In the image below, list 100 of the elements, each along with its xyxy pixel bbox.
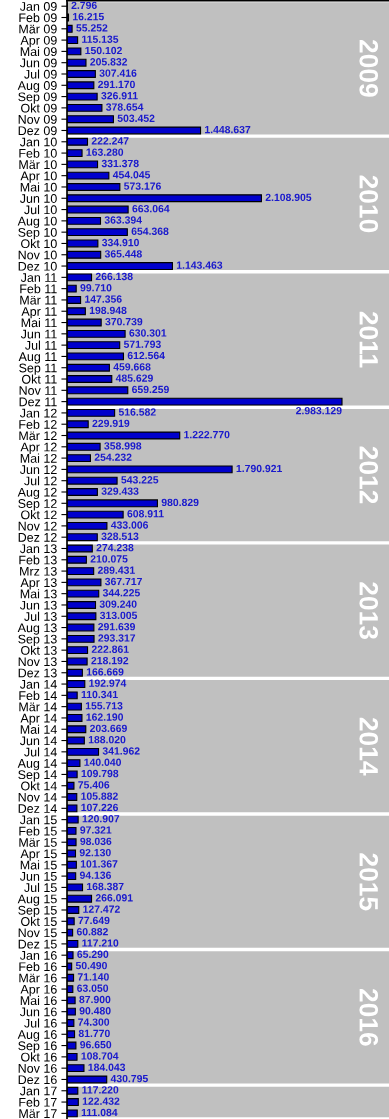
data-label: 122.432 bbox=[82, 1097, 120, 1105]
data-label: 222.861 bbox=[91, 645, 129, 653]
data-label: 608.911 bbox=[127, 510, 164, 518]
y-tick-label: Mär 11 bbox=[20, 295, 57, 305]
band-label: 2016 bbox=[359, 988, 379, 1046]
data-label: 630.301 bbox=[129, 329, 167, 337]
y-tick-label: Feb 15 bbox=[19, 826, 57, 836]
data-label: 110.341 bbox=[81, 690, 118, 699]
data-label: 293.317 bbox=[98, 634, 136, 642]
band-label: 2014 bbox=[359, 717, 379, 776]
data-label: 433.006 bbox=[110, 521, 149, 529]
y-tick-label: Okt 14 bbox=[21, 781, 57, 791]
data-label: 218.192 bbox=[91, 656, 129, 665]
y-tick-label: Sep 16 bbox=[18, 1041, 57, 1053]
data-label: 328.513 bbox=[101, 532, 139, 540]
data-label: 326.911 bbox=[101, 92, 138, 100]
data-label: 367.717 bbox=[105, 577, 142, 586]
y-tick-label: Okt 12 bbox=[21, 510, 57, 520]
y-tick-label: Mär 17 bbox=[19, 1109, 57, 1118]
data-label: 291.170 bbox=[98, 80, 135, 89]
data-label: 198.948 bbox=[89, 306, 127, 315]
y-tick-label: Nov 13 bbox=[18, 657, 57, 667]
y-tick-label: Jan 09 bbox=[19, 2, 57, 11]
y-tick-label: Mai 11 bbox=[21, 318, 57, 328]
y-tick-label: Aug 12 bbox=[17, 487, 57, 500]
y-tick-label: Dez 10 bbox=[18, 261, 57, 271]
y-tick-label: Mär 14 bbox=[19, 702, 57, 712]
y-tick-label: Nov 09 bbox=[18, 114, 57, 124]
y-tick-label: Dez 12 bbox=[18, 532, 57, 542]
y-tick-label: Nov 10 bbox=[18, 250, 57, 260]
y-tick-label: Sep 14 bbox=[18, 770, 57, 782]
data-label: 659.259 bbox=[132, 385, 169, 394]
data-label: 188.020 bbox=[88, 735, 126, 744]
data-label: 378.654 bbox=[106, 103, 144, 111]
data-label: 108.704 bbox=[81, 1052, 119, 1060]
y-tick-label: Sep 11 bbox=[19, 363, 57, 375]
y-tick-label: Feb 16 bbox=[19, 961, 57, 972]
y-tick-label: Sep 09 bbox=[18, 92, 57, 104]
data-label: 184.043 bbox=[88, 1063, 126, 1071]
data-label: 334.910 bbox=[101, 238, 139, 247]
data-label: 163.280 bbox=[86, 148, 124, 156]
band-label: 2010 bbox=[359, 175, 379, 233]
y-tick-label: Apr 13 bbox=[20, 578, 57, 590]
y-tick-label: Feb 10 bbox=[19, 148, 57, 158]
y-tick-label: Feb 17 bbox=[19, 1097, 57, 1107]
y-tick-label: Mai 10 bbox=[20, 182, 57, 192]
y-tick-label: Okt 16 bbox=[21, 1052, 57, 1062]
y-tick-label: Apr 10 bbox=[20, 171, 57, 183]
data-label: 71.140 bbox=[77, 973, 109, 981]
y-tick-label: Jul 10 bbox=[24, 205, 57, 215]
data-label: 254.232 bbox=[94, 453, 132, 461]
data-label: 329.433 bbox=[101, 487, 139, 495]
data-label: 87.900 bbox=[79, 995, 111, 1004]
y-tick-label: Apr 11 bbox=[21, 307, 57, 319]
y-tick-label: Mrz 13 bbox=[20, 566, 57, 576]
data-label: 117.210 bbox=[82, 939, 119, 947]
data-label: 120.907 bbox=[82, 815, 120, 823]
y-tick-label: Jul 16 bbox=[24, 1018, 57, 1028]
data-label: 363.394 bbox=[104, 216, 142, 224]
data-label: 370.739 bbox=[105, 317, 143, 326]
data-label: 571.793 bbox=[123, 340, 161, 348]
data-label: 105.882 bbox=[81, 792, 118, 800]
y-tick-label: Dez 16 bbox=[18, 1075, 57, 1085]
data-label: 150.102 bbox=[85, 46, 122, 55]
y-tick-label: Okt 13 bbox=[21, 645, 57, 655]
data-label: 2.796 bbox=[71, 1, 97, 9]
y-tick-label: Jun 10 bbox=[19, 194, 57, 203]
data-label: 16.215 bbox=[73, 12, 104, 21]
y-tick-label: Dez 11 bbox=[19, 397, 57, 407]
band-label: 2011 bbox=[359, 311, 379, 368]
data-label: 74.300 bbox=[78, 1018, 110, 1026]
y-tick-label: Nov 15 bbox=[18, 928, 57, 938]
y-tick-label: Mär 16 bbox=[19, 973, 57, 983]
data-label: 229.919 bbox=[92, 419, 130, 428]
data-label: 2.983.129 bbox=[296, 406, 342, 415]
y-tick-label: Apr 12 bbox=[20, 442, 57, 454]
data-label: 77.649 bbox=[78, 916, 110, 925]
y-tick-label: Mai 12 bbox=[20, 453, 57, 463]
y-tick-label: Jul 11 bbox=[25, 340, 57, 350]
band-label: 2012 bbox=[359, 446, 379, 504]
data-label: 2.108.905 bbox=[265, 193, 312, 202]
y-tick-label: Jan 11 bbox=[20, 273, 57, 282]
y-tick-label: Feb 11 bbox=[20, 284, 57, 294]
data-label: 1.790.921 bbox=[236, 464, 283, 473]
data-label: 155.713 bbox=[85, 702, 123, 710]
y-tick-label: Aug 15 bbox=[17, 894, 57, 906]
y-tick-label: Jun 12 bbox=[19, 465, 57, 475]
band-label: 2015 bbox=[359, 853, 379, 911]
data-label: 55.252 bbox=[76, 24, 108, 32]
y-tick-label: Apr 16 bbox=[20, 984, 57, 997]
y-tick-label: Apr 09 bbox=[20, 35, 57, 48]
y-tick-label: Mai 13 bbox=[20, 589, 57, 599]
data-label: 99.710 bbox=[80, 284, 112, 292]
y-tick-label: Nov 12 bbox=[18, 521, 57, 531]
data-label: 127.472 bbox=[83, 905, 120, 913]
y-tick-label: Sep 13 bbox=[18, 634, 57, 646]
data-label: 503.452 bbox=[117, 114, 155, 122]
data-label: 344.225 bbox=[102, 589, 140, 597]
data-label: 147.356 bbox=[85, 295, 122, 303]
data-label: 101.367 bbox=[80, 860, 118, 868]
